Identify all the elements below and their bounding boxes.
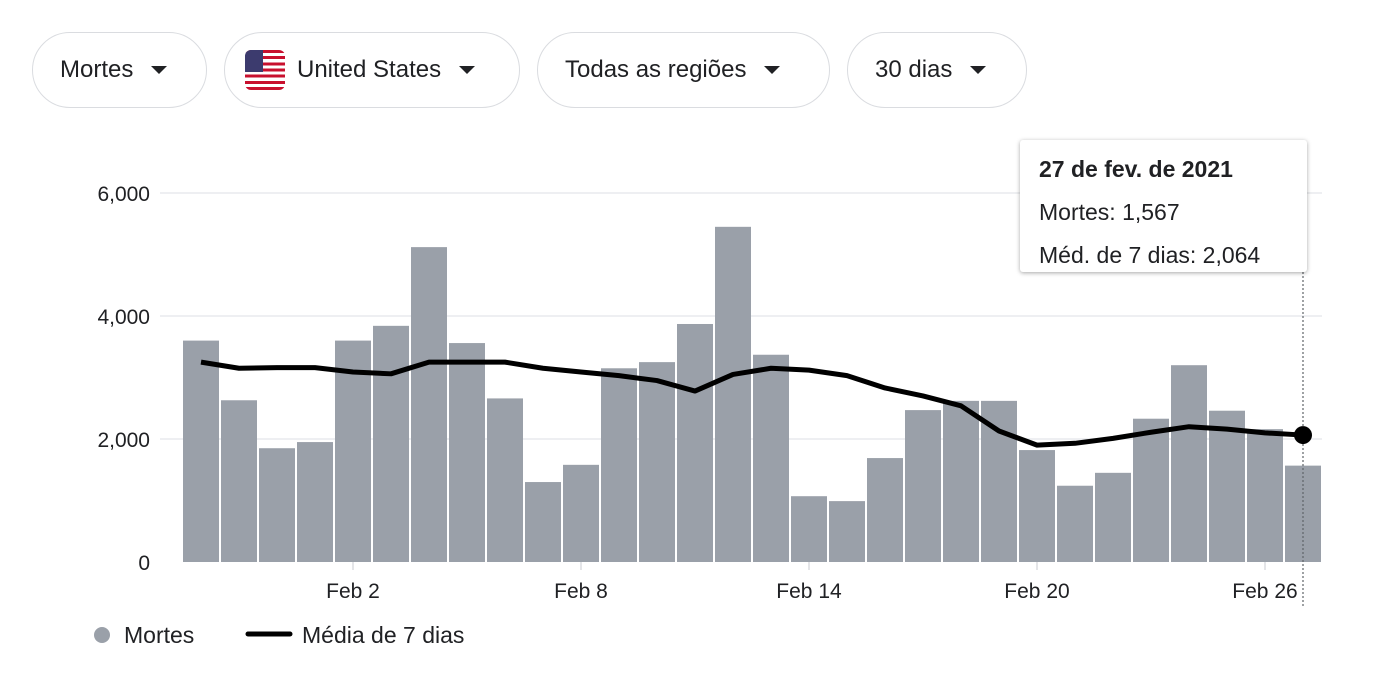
bar-feb-5 bbox=[449, 343, 485, 562]
bar-feb-3 bbox=[373, 325, 409, 562]
legend-marker-deaths bbox=[94, 627, 110, 643]
legend-label-average: Média de 7 dias bbox=[302, 622, 464, 648]
x-tick-label: Feb 8 bbox=[554, 580, 608, 603]
x-tick-label: Feb 2 bbox=[326, 580, 380, 603]
caret-down-icon bbox=[151, 66, 168, 74]
period-dropdown[interactable]: 30 dias bbox=[847, 32, 1027, 108]
bar-feb-17 bbox=[905, 410, 941, 562]
caret-down-icon bbox=[459, 66, 476, 74]
average-line bbox=[200, 359, 1304, 448]
bar-feb-14 bbox=[791, 496, 827, 562]
bar-feb-13 bbox=[753, 354, 789, 562]
bar-feb-6 bbox=[487, 398, 523, 562]
caret-down-icon bbox=[970, 66, 987, 74]
bar-feb-9 bbox=[601, 368, 637, 562]
period-label: 30 dias bbox=[875, 56, 953, 83]
bar-feb-22 bbox=[1095, 472, 1131, 562]
legend-label-deaths: Mortes bbox=[124, 622, 194, 648]
bar-feb-21 bbox=[1057, 485, 1093, 562]
bar-jan-31 bbox=[259, 448, 295, 562]
bar-feb-8 bbox=[563, 464, 599, 562]
country-dropdown[interactable]: United States bbox=[224, 32, 520, 108]
metric-dropdown[interactable]: Mortes bbox=[32, 32, 207, 108]
tooltip-average: Méd. de 7 dias: 2,064 bbox=[1039, 242, 1261, 268]
bar-feb-10 bbox=[639, 362, 675, 562]
caret-down-icon bbox=[764, 66, 781, 74]
metric-label: Mortes bbox=[60, 56, 134, 83]
x-tick-label: Feb 14 bbox=[776, 580, 842, 603]
bar-feb-26 bbox=[1247, 429, 1283, 562]
x-tick-label: Feb 20 bbox=[1004, 580, 1069, 603]
bar-feb-12 bbox=[715, 226, 751, 562]
country-label: United States bbox=[297, 56, 442, 83]
us-flag-icon bbox=[245, 50, 285, 90]
bar-feb-20 bbox=[1019, 450, 1055, 562]
bar-feb-25 bbox=[1209, 410, 1245, 562]
region-label: Todas as regiões bbox=[565, 56, 747, 83]
bar-jan-30 bbox=[221, 400, 257, 562]
bar-feb-7 bbox=[525, 482, 561, 562]
bar-jan-29 bbox=[183, 340, 219, 562]
y-tick-label: 0 bbox=[138, 552, 150, 575]
y-tick-label: 2,000 bbox=[97, 429, 150, 452]
tooltip-deaths: Mortes: 1,567 bbox=[1039, 199, 1180, 225]
bar-feb-15 bbox=[829, 501, 865, 562]
y-tick-label: 6,000 bbox=[97, 183, 150, 206]
bar-feb-4 bbox=[411, 247, 447, 562]
bar-feb-11 bbox=[677, 323, 713, 562]
bar-feb-16 bbox=[867, 458, 903, 562]
bar-feb-19 bbox=[981, 400, 1017, 562]
tooltip-date: 27 de fev. de 2021 bbox=[1039, 156, 1233, 182]
bar-feb-23 bbox=[1133, 418, 1169, 562]
x-tick-label: Feb 26 bbox=[1232, 580, 1297, 603]
bar-feb-2 bbox=[335, 340, 371, 562]
bar-feb-18 bbox=[943, 400, 979, 562]
tooltip: 27 de fev. de 2021 Mortes: 1,567 Méd. de… bbox=[1020, 140, 1307, 272]
y-tick-label: 4,000 bbox=[97, 306, 150, 329]
average-point-highlight bbox=[1294, 426, 1312, 445]
bar-feb-1 bbox=[297, 442, 333, 562]
region-dropdown[interactable]: Todas as regiões bbox=[537, 32, 830, 108]
bar-feb-24 bbox=[1171, 365, 1207, 562]
